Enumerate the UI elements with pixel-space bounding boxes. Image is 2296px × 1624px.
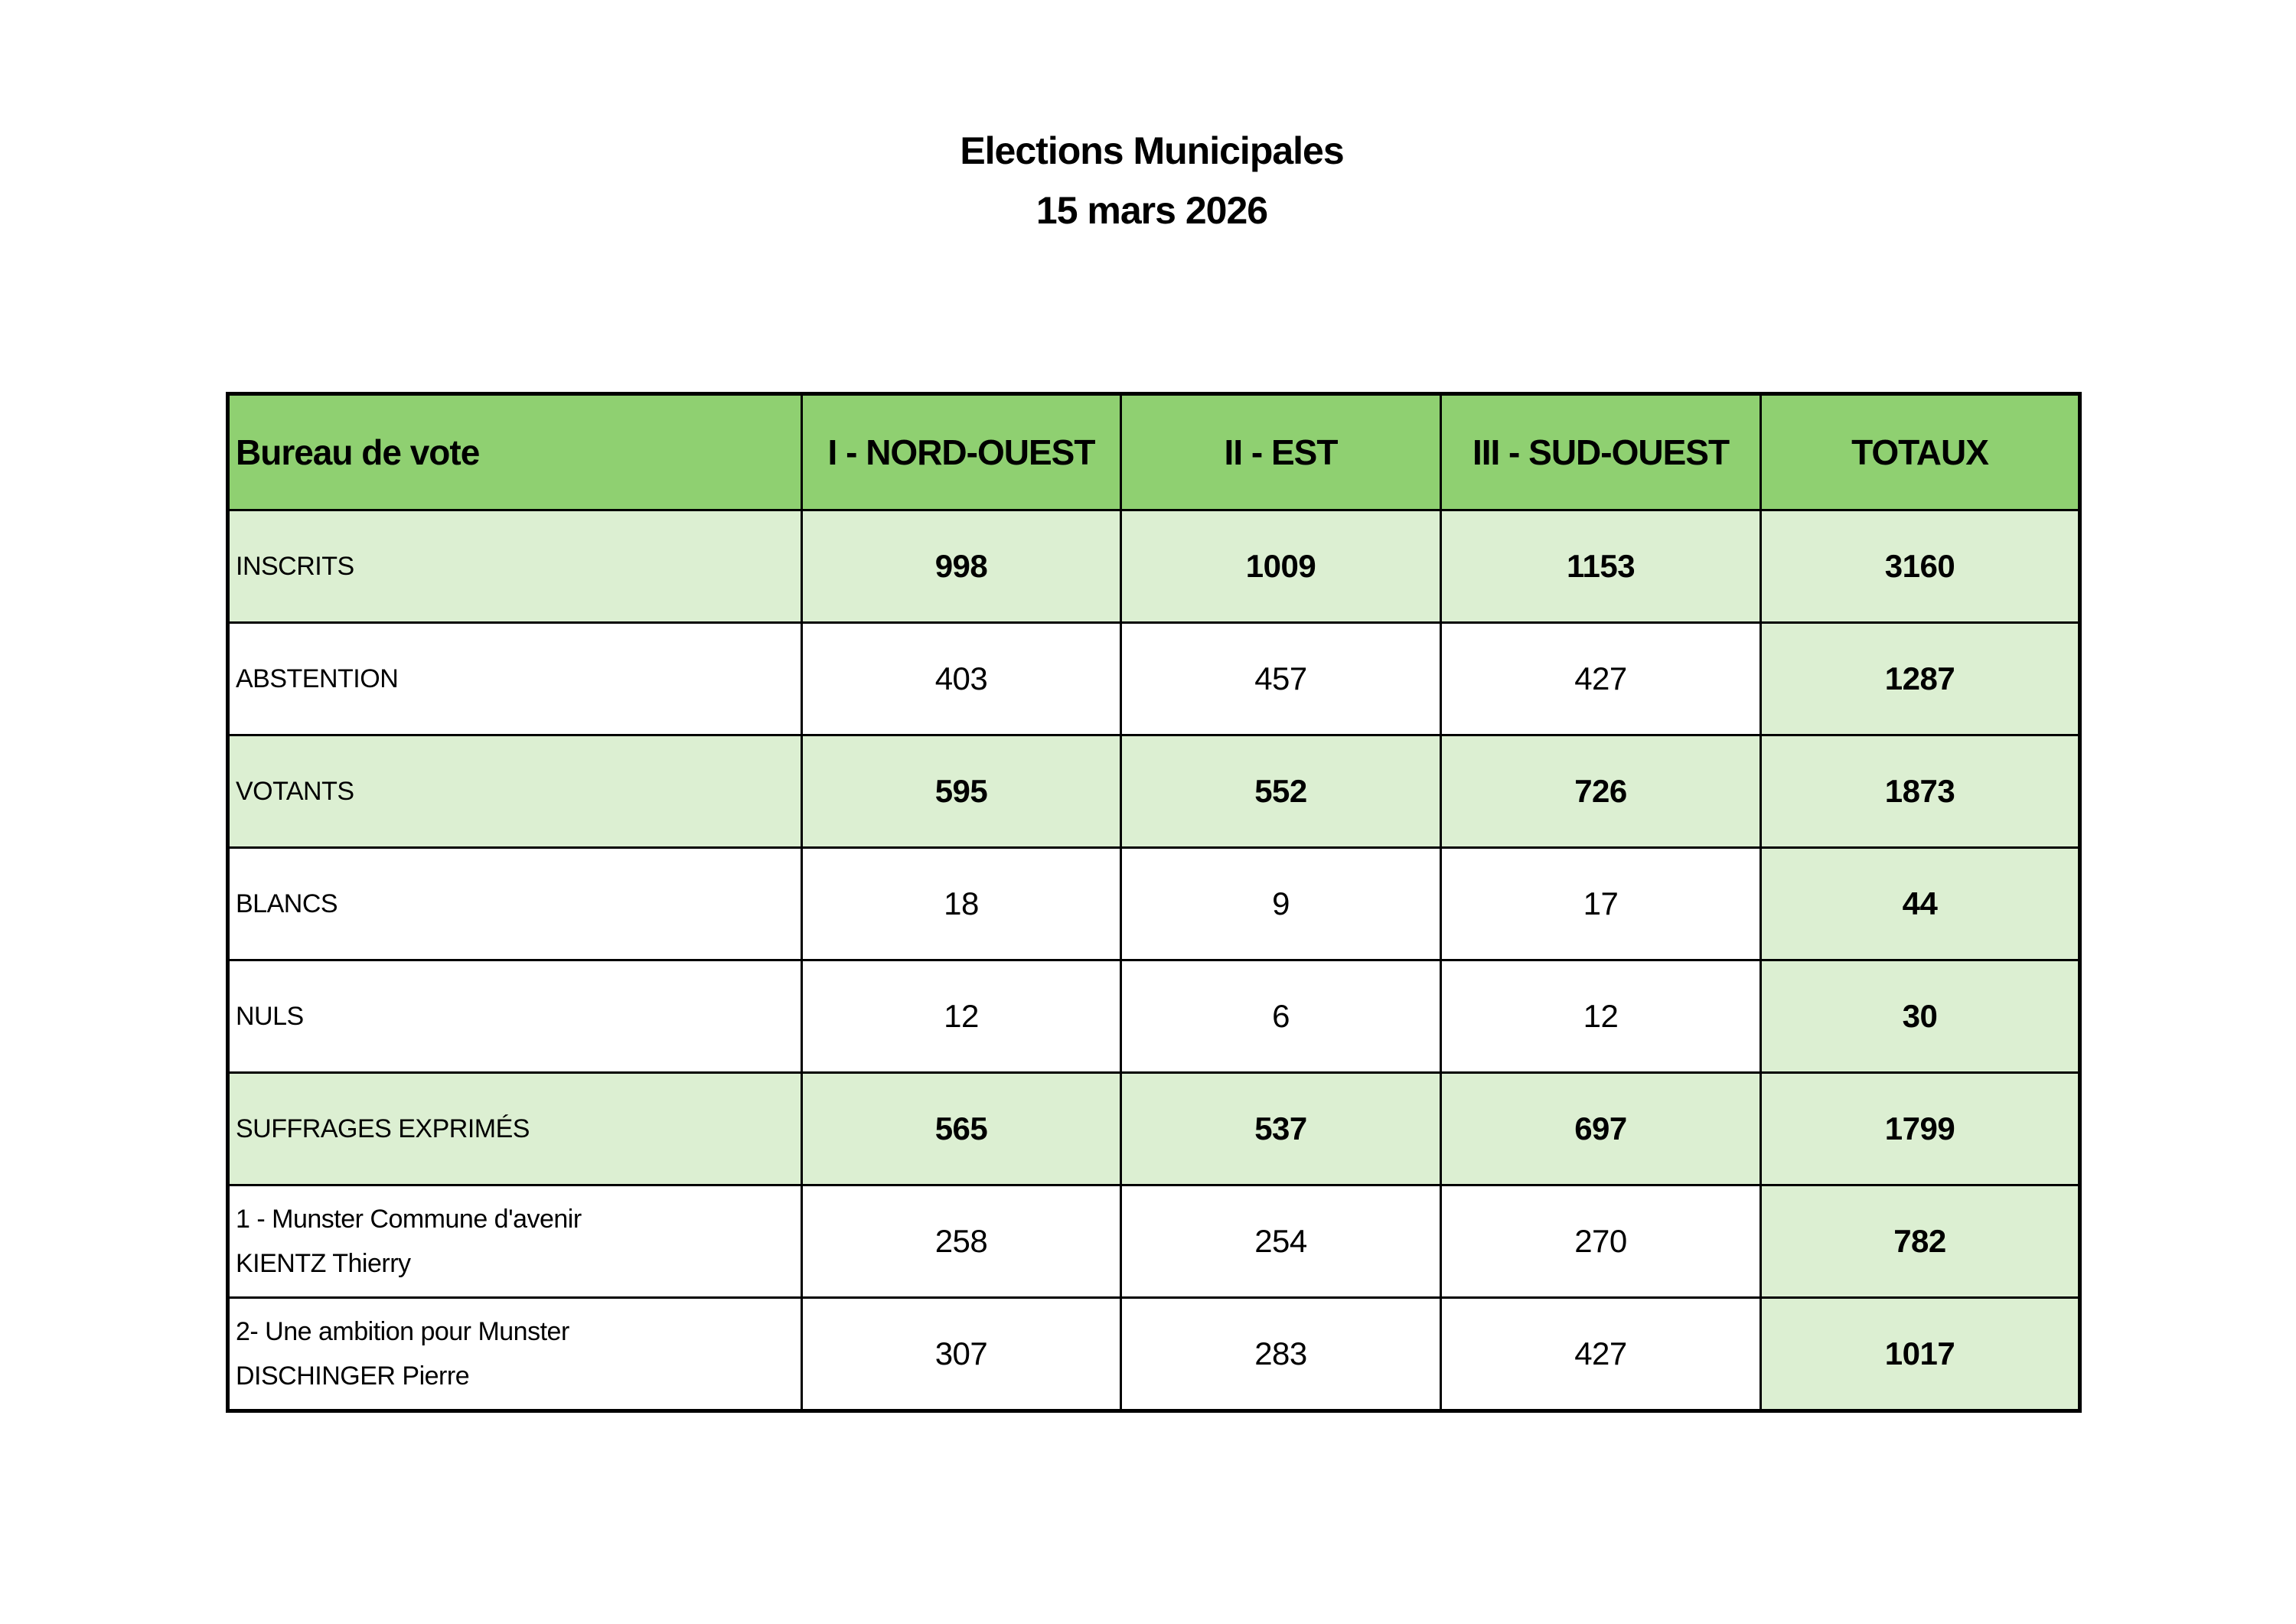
candidate-person-name: DISCHINGER Pierre — [236, 1361, 470, 1391]
col-header-est: II - EST — [1120, 393, 1442, 511]
cell-total: 30 — [1760, 959, 2081, 1074]
cell-value: 6 — [1120, 959, 1442, 1074]
cell-value: 427 — [1440, 1296, 1762, 1412]
candidate-person-name: KIENTZ Thierry — [236, 1249, 411, 1278]
row-label: NULS — [227, 959, 803, 1074]
cell-value: 270 — [1440, 1184, 1762, 1299]
row-label: ABSTENTION — [227, 621, 803, 736]
cell-value: 697 — [1440, 1071, 1762, 1186]
table-row-abstention: ABSTENTION 403 457 427 1287 — [227, 621, 2081, 736]
col-header-totaux: TOTAUX — [1760, 393, 2081, 511]
table-row-inscrits: INSCRITS 998 1009 1153 3160 — [227, 509, 2081, 624]
candidate-list-name: 1 - Munster Commune d'avenir — [236, 1205, 582, 1234]
cell-value: 537 — [1120, 1071, 1442, 1186]
cell-value: 258 — [801, 1184, 1122, 1299]
table-row-liste-2-dischinger: 2- Une ambition pour Munster DISCHINGER … — [227, 1296, 2081, 1412]
cell-value: 552 — [1120, 734, 1442, 849]
header-row: Bureau de vote I - NORD-OUEST II - EST I… — [227, 393, 2081, 511]
table-row-votants: VOTANTS 595 552 726 1873 — [227, 734, 2081, 849]
page-title-line2: 15 mars 2026 — [1035, 189, 1268, 232]
cell-value: 9 — [1120, 846, 1442, 961]
cell-value: 726 — [1440, 734, 1762, 849]
table-row-blancs: BLANCS 18 9 17 44 — [227, 846, 2081, 961]
row-label: VOTANTS — [227, 734, 803, 849]
col-header-sud-ouest: III - SUD-OUEST — [1440, 393, 1762, 511]
cell-value: 1009 — [1120, 509, 1442, 624]
cell-value: 998 — [801, 509, 1122, 624]
cell-total: 3160 — [1760, 509, 2081, 624]
cell-value: 403 — [801, 621, 1122, 736]
table-row-nuls: NULS 12 6 12 30 — [227, 959, 2081, 1074]
cell-value: 307 — [801, 1296, 1122, 1412]
cell-value: 565 — [801, 1071, 1122, 1186]
table-row-suffrages-exprimes: SUFFRAGES EXPRIMÉS 565 537 697 1799 — [227, 1071, 2081, 1186]
cell-total: 782 — [1760, 1184, 2081, 1299]
cell-total: 1017 — [1760, 1296, 2081, 1412]
cell-total: 1799 — [1760, 1071, 2081, 1186]
page-title: Elections Municipales 15 mars 2026 — [226, 121, 2078, 240]
row-label: 2- Une ambition pour Munster DISCHINGER … — [227, 1296, 803, 1412]
cell-value: 18 — [801, 846, 1122, 961]
cell-total: 44 — [1760, 846, 2081, 961]
election-results-table: Bureau de vote I - NORD-OUEST II - EST I… — [226, 392, 2082, 1413]
cell-value: 254 — [1120, 1184, 1442, 1299]
row-label: INSCRITS — [227, 509, 803, 624]
col-header-nord-ouest: I - NORD-OUEST — [801, 393, 1122, 511]
col-header-bureau-de-vote: Bureau de vote — [227, 393, 803, 511]
cell-value: 12 — [1440, 959, 1762, 1074]
cell-value: 1153 — [1440, 509, 1762, 624]
cell-total: 1287 — [1760, 621, 2081, 736]
cell-total: 1873 — [1760, 734, 2081, 849]
cell-value: 283 — [1120, 1296, 1442, 1412]
row-label: BLANCS — [227, 846, 803, 961]
row-label: 1 - Munster Commune d'avenir KIENTZ Thie… — [227, 1184, 803, 1299]
candidate-list-name: 2- Une ambition pour Munster — [236, 1317, 569, 1346]
table-row-liste-1-kientz: 1 - Munster Commune d'avenir KIENTZ Thie… — [227, 1184, 2081, 1299]
page-title-line1: Elections Municipales — [960, 129, 1344, 172]
cell-value: 457 — [1120, 621, 1442, 736]
cell-value: 12 — [801, 959, 1122, 1074]
cell-value: 427 — [1440, 621, 1762, 736]
cell-value: 595 — [801, 734, 1122, 849]
cell-value: 17 — [1440, 846, 1762, 961]
row-label: SUFFRAGES EXPRIMÉS — [227, 1071, 803, 1186]
